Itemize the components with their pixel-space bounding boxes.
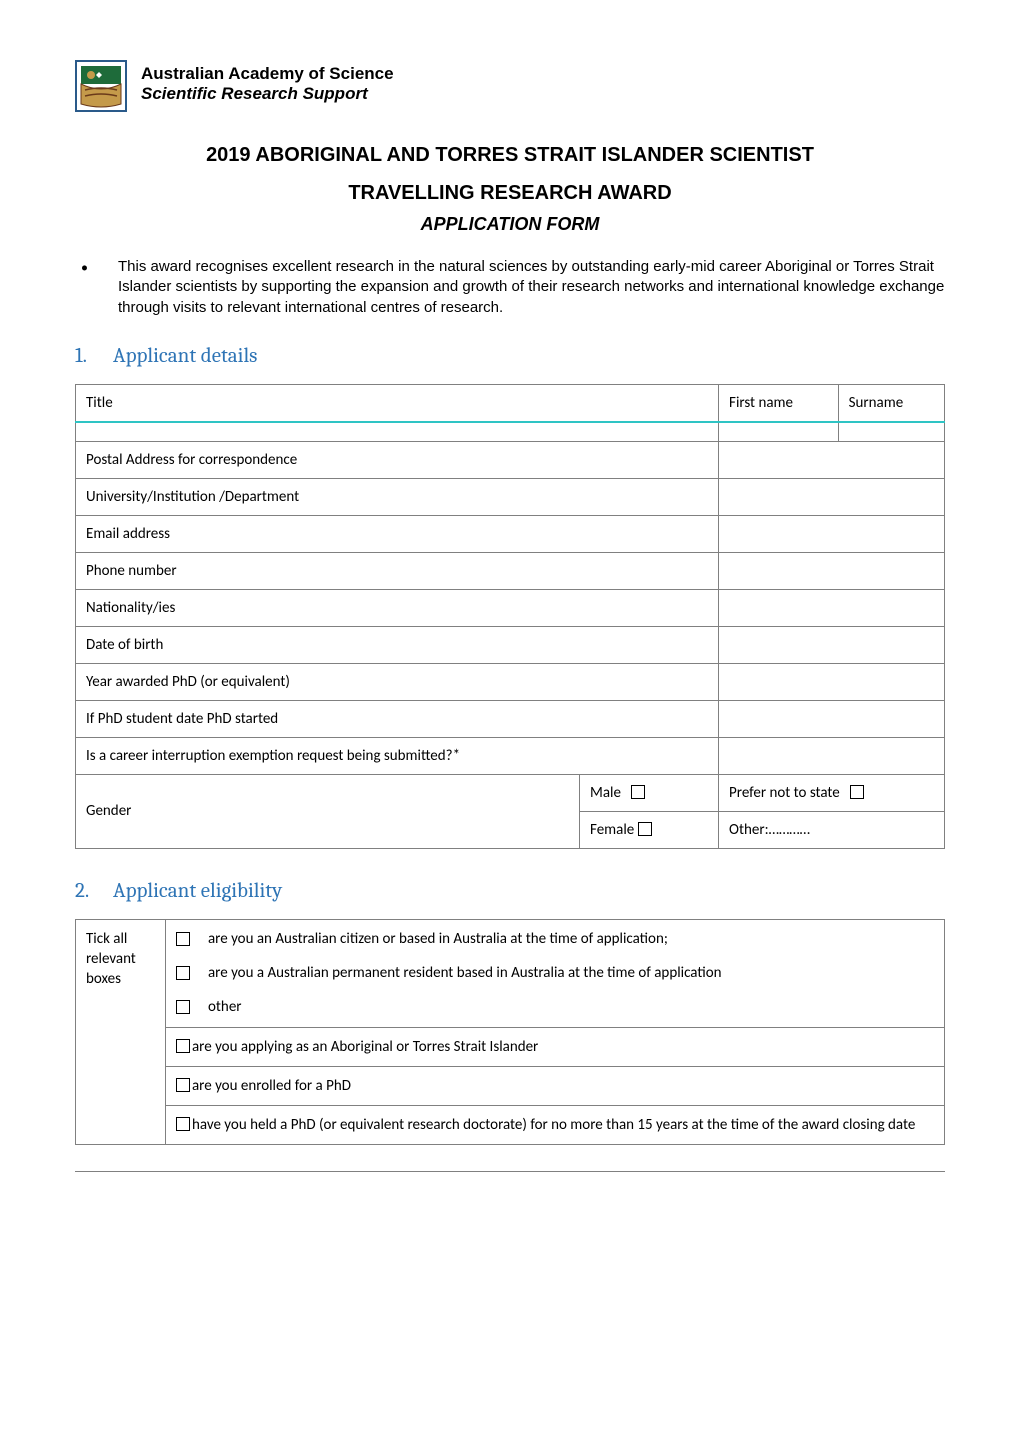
checkbox-icon[interactable] (631, 785, 645, 799)
eligibility-row3-cell[interactable]: are you enrolled for a PhD (166, 1066, 945, 1105)
table-row: Postal Address for correspondence (76, 441, 945, 478)
title-line2: TRAVELLING RESEARCH AWARD (348, 182, 671, 204)
dob-field[interactable] (719, 626, 945, 663)
table-row: Title First name Surname (76, 384, 945, 422)
option-text: are you an Australian citizen or based i… (208, 929, 668, 949)
header-text-block: Australian Academy of Science Scientific… (141, 60, 394, 104)
table-row: are you enrolled for a PhD (76, 1066, 945, 1105)
eligibility-row4-cell[interactable]: have you held a PhD (or equivalent resea… (166, 1106, 945, 1145)
phd-year-field[interactable] (719, 663, 945, 700)
other-label: Other:………… (729, 821, 810, 839)
gender-male-cell[interactable]: Male (580, 774, 719, 811)
table-row: Phone number (76, 552, 945, 589)
eligibility-table: Tick all relevant boxes are you an Austr… (75, 919, 945, 1146)
table-row: Email address (76, 515, 945, 552)
table-row: have you held a PhD (or equivalent resea… (76, 1106, 945, 1145)
table-row: If PhD student date PhD started (76, 700, 945, 737)
title-field[interactable] (76, 422, 719, 442)
checkbox-icon[interactable] (176, 1117, 190, 1131)
row-label: Is a career interruption exemption reque… (76, 737, 719, 774)
option-text: are you enrolled for a PhD (192, 1077, 351, 1095)
row-label: Year awarded PhD (or equivalent) (76, 663, 719, 700)
eligibility-option[interactable]: other (176, 997, 934, 1017)
prefer-not-label: Prefer not to state (729, 784, 840, 802)
row-label: Date of birth (76, 626, 719, 663)
table-row: Nationality/ies (76, 589, 945, 626)
eligibility-option[interactable]: are you an Australian citizen or based i… (176, 929, 934, 949)
row-label: Postal Address for correspondence (76, 441, 719, 478)
section-2-heading: 2.Applicant eligibility (75, 879, 945, 903)
applicant-details-table: Title First name Surname Postal Address … (75, 384, 945, 849)
row-label: Nationality/ies (76, 589, 719, 626)
table-row: Year awarded PhD (or equivalent) (76, 663, 945, 700)
table-row: Date of birth (76, 626, 945, 663)
email-field[interactable] (719, 515, 945, 552)
section-2-number: 2. (75, 879, 113, 903)
checkbox-icon[interactable] (638, 822, 652, 836)
title-line1: 2019 ABORIGINAL AND TORRES STRAIT ISLAND… (206, 144, 814, 166)
table-row: University/Institution /Department (76, 478, 945, 515)
bullet-dot-icon: • (81, 257, 88, 318)
surname-field[interactable] (838, 422, 944, 442)
gender-female-cell[interactable]: Female (580, 811, 719, 848)
checkbox-icon[interactable] (176, 1039, 190, 1053)
eligibility-group1-cell: are you an Australian citizen or based i… (166, 919, 945, 1027)
section-1-heading: 1.Applicant details (75, 344, 945, 368)
option-text: other (208, 997, 242, 1017)
org-name: Australian Academy of Science (141, 64, 394, 84)
form-label: APPLICATION FORM (75, 214, 945, 235)
document-header: Australian Academy of Science Scientific… (75, 60, 945, 112)
checkbox-icon[interactable] (850, 785, 864, 799)
phd-start-field[interactable] (719, 700, 945, 737)
gender-row-1: Gender Male Prefer not to state (76, 774, 945, 811)
option-text: have you held a PhD (or equivalent resea… (192, 1116, 915, 1134)
section-2-title: Applicant eligibility (113, 879, 282, 903)
phone-field[interactable] (719, 552, 945, 589)
table-row: Is a career interruption exemption reque… (76, 737, 945, 774)
postal-address-field[interactable] (719, 441, 945, 478)
academy-crest-icon (75, 60, 127, 112)
first-name-field[interactable] (719, 422, 839, 442)
female-label: Female (590, 821, 634, 839)
row-label: Phone number (76, 552, 719, 589)
career-interruption-field[interactable] (719, 737, 945, 774)
checkbox-icon[interactable] (176, 1000, 190, 1014)
gender-prefer-not-cell[interactable]: Prefer not to state (719, 774, 945, 811)
checkbox-icon[interactable] (176, 932, 190, 946)
gender-label: Gender (76, 774, 580, 848)
option-text: are you applying as an Aboriginal or Tor… (192, 1038, 538, 1056)
award-title: 2019 ABORIGINAL AND TORRES STRAIT ISLAND… (75, 136, 945, 212)
option-text: are you a Australian permanent resident … (208, 963, 722, 983)
row-label: If PhD student date PhD started (76, 700, 719, 737)
gender-other-cell[interactable]: Other:………… (719, 811, 945, 848)
table-row (76, 422, 945, 442)
checkbox-icon[interactable] (176, 966, 190, 980)
org-subtitle: Scientific Research Support (141, 84, 394, 104)
table-row: are you applying as an Aboriginal or Tor… (76, 1027, 945, 1066)
row-label: Email address (76, 515, 719, 552)
row-label: University/Institution /Department (76, 478, 719, 515)
section-1-number: 1. (75, 344, 113, 368)
header-surname: Surname (838, 384, 944, 422)
header-title: Title (76, 384, 719, 422)
intro-text: This award recognises excellent research… (118, 257, 945, 318)
footer-rule (75, 1171, 945, 1172)
tick-all-label: Tick all relevant boxes (76, 919, 166, 1145)
intro-bullet: • This award recognises excellent resear… (75, 257, 945, 318)
eligibility-row2-cell[interactable]: are you applying as an Aboriginal or Tor… (166, 1027, 945, 1066)
header-first-name: First name (719, 384, 839, 422)
checkbox-icon[interactable] (176, 1078, 190, 1092)
eligibility-option[interactable]: are you a Australian permanent resident … (176, 963, 934, 983)
section-1-title: Applicant details (113, 344, 257, 368)
table-row: Tick all relevant boxes are you an Austr… (76, 919, 945, 1027)
nationality-field[interactable] (719, 589, 945, 626)
male-label: Male (590, 784, 621, 802)
institution-field[interactable] (719, 478, 945, 515)
